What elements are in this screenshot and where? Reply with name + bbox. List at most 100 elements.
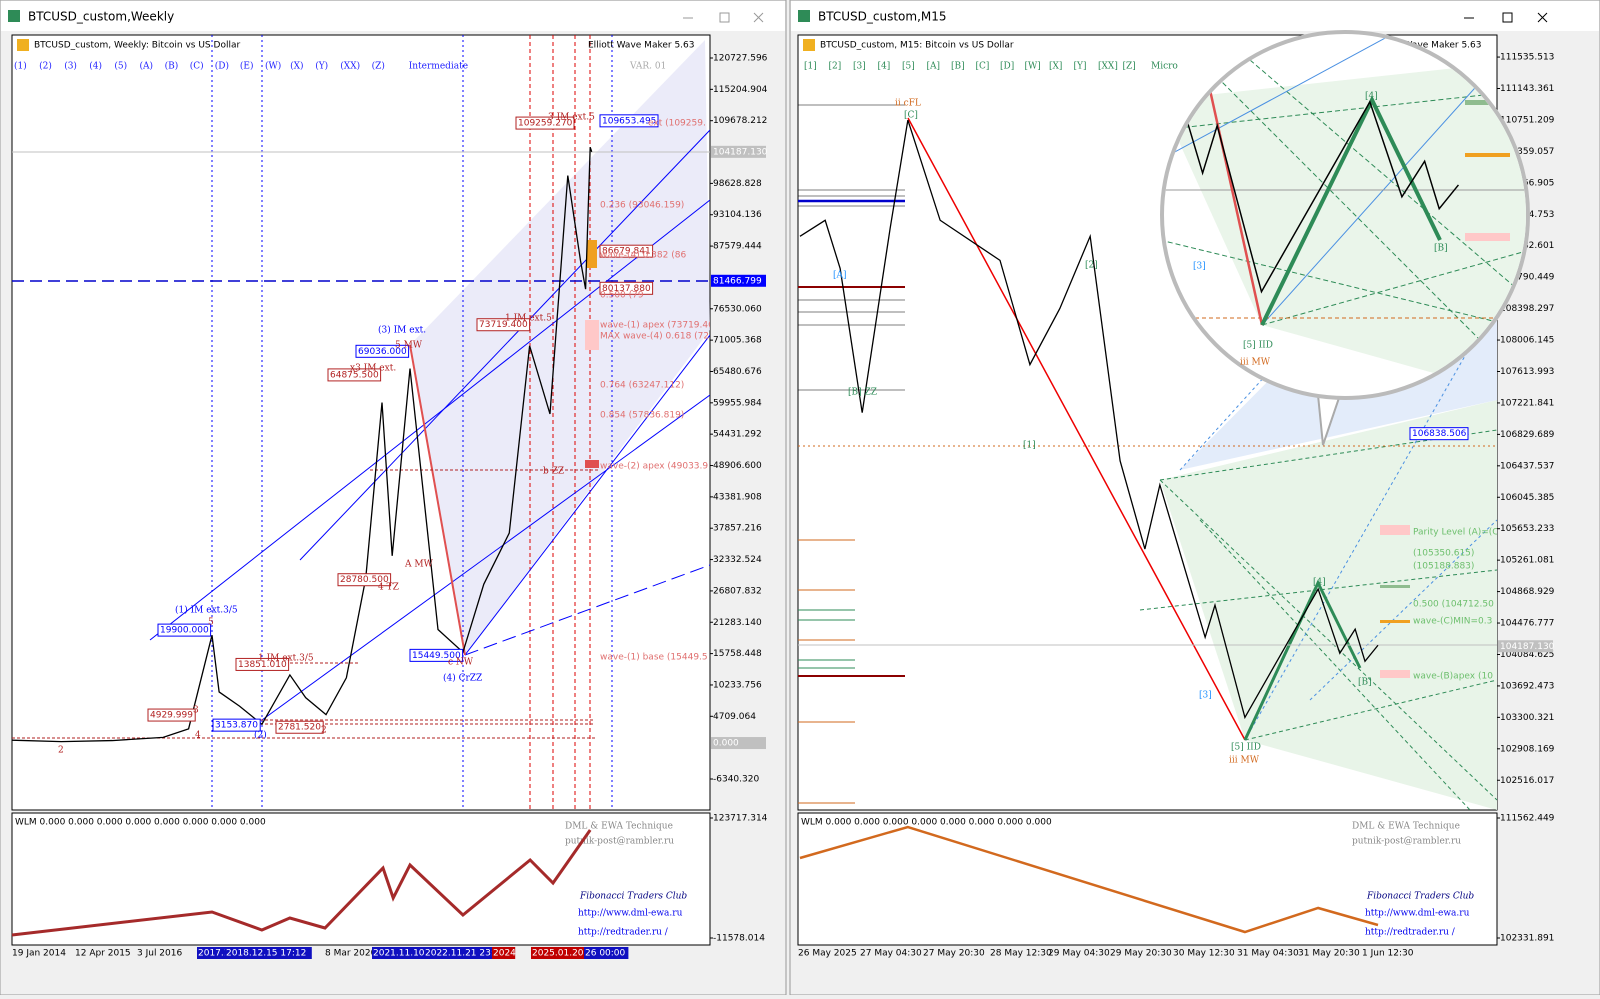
- y-tick-label: 105653.233: [1500, 524, 1554, 534]
- wave-label: (1) IM ext.3/5: [175, 605, 238, 616]
- price-marker-label: 0.000: [713, 739, 739, 749]
- plugin-name: Elliott Wave Maker 5.63: [588, 41, 694, 51]
- fib-level-label: wave-(2) apex (49033.9: [600, 462, 708, 472]
- price-box: [476, 318, 531, 332]
- y-tick-label: 111562.449: [1500, 814, 1555, 824]
- y-tick-label: 104476.777: [1500, 619, 1554, 629]
- x-tick-label: 1 Jun 12:30: [1362, 949, 1414, 959]
- wave-button[interactable]: [X]: [1049, 62, 1062, 72]
- price-series: [12, 147, 593, 743]
- price-marker: [711, 145, 766, 158]
- wave-button[interactable]: (E): [240, 61, 254, 72]
- credit-text[interactable]: http://redtrader.ru /: [1365, 928, 1456, 938]
- wave-label: ii cFL: [895, 99, 921, 109]
- credit-text[interactable]: http://www.dml-ewa.ru: [578, 909, 683, 919]
- wave-button[interactable]: (X): [290, 61, 303, 72]
- price-box: [599, 114, 659, 128]
- wave-button[interactable]: [D]: [1000, 62, 1014, 72]
- wave-button[interactable]: [W]: [1025, 62, 1041, 72]
- y-tick-label: 102908.169: [1500, 744, 1555, 754]
- wave-label: (3) IM ext.: [378, 325, 426, 336]
- wave-button[interactable]: [Y]: [1074, 62, 1087, 72]
- price-box-label: 106838.506: [1412, 429, 1467, 439]
- fib-level-label: wave-(4) 0.382 (86: [600, 251, 686, 261]
- fib-level-label: 0.500 (79: [600, 291, 644, 301]
- x-tick-label: 19 Jan 2014: [12, 949, 66, 959]
- price-box-label: 80137.880: [602, 284, 651, 294]
- credit-text: putnik-post@rambler.ru: [565, 837, 674, 847]
- wave-button[interactable]: (W): [265, 61, 281, 72]
- wave-button[interactable]: [XX]: [1098, 62, 1118, 72]
- y-tick-label: 21283.140: [713, 618, 762, 628]
- title-bar[interactable]: [791, 1, 1599, 31]
- y-tick-label: 4709.064: [713, 712, 756, 722]
- time-highlight: [225, 947, 312, 959]
- wave-label: 3: [193, 706, 199, 716]
- wave-button[interactable]: [Z]: [1123, 62, 1136, 72]
- wave-button[interactable]: (B): [165, 61, 179, 72]
- y-tick-label: 108006.145: [1500, 336, 1554, 346]
- wave-button[interactable]: (C): [190, 61, 204, 72]
- price-box-label: 86679.841: [602, 247, 651, 257]
- plugin-name: Elliott Wave Maker 5.63: [1375, 41, 1481, 51]
- price-box: [355, 344, 410, 358]
- y-tick-label: 10233.756: [713, 680, 762, 690]
- credit-text: Fibonacci Traders Club: [579, 892, 687, 902]
- wave-button[interactable]: (4): [89, 61, 102, 72]
- degree-label[interactable]: Micro: [1151, 62, 1178, 72]
- wave-button[interactable]: [5]: [902, 62, 915, 72]
- y-tick-label: 93104.136: [713, 210, 762, 220]
- wave-button[interactable]: (D): [215, 61, 229, 72]
- degree-label[interactable]: Intermediate: [409, 62, 468, 72]
- y-tick-label: 120727.596: [713, 53, 768, 63]
- x-tick-label: 31 May 20:30: [1298, 949, 1360, 959]
- price-box-label: 28780.500: [340, 575, 389, 585]
- credit-text[interactable]: http://redtrader.ru /: [578, 928, 669, 938]
- y-tick-label: 104868.929: [1500, 587, 1555, 597]
- price-box-label: 64875.500: [330, 370, 379, 380]
- y-tick-label: 32332.524: [713, 555, 762, 565]
- wave-button[interactable]: [2]: [829, 62, 842, 72]
- y-tick-label: -11578.014: [713, 934, 765, 944]
- fib-level-label: (105350.615): [1413, 549, 1474, 559]
- wave-button[interactable]: (3): [64, 61, 77, 72]
- wave-button[interactable]: [1]: [804, 62, 817, 72]
- price-box-label: 3153.870: [215, 721, 258, 731]
- wave-button[interactable]: (A): [140, 61, 154, 72]
- wave-label: [5] IID: [1231, 743, 1261, 753]
- price-marker: [1498, 640, 1553, 653]
- wave-label: 4: [195, 731, 201, 741]
- wave-button[interactable]: (1): [14, 61, 27, 72]
- window-controls[interactable]: [683, 12, 1548, 23]
- price-marker-label: 81466.799: [713, 276, 762, 286]
- wave-label: 5: [208, 618, 214, 628]
- price-box: [515, 116, 575, 130]
- credit-text: DML & EWA Technique: [1352, 822, 1460, 832]
- y-tick-label: 111535.513: [1500, 53, 1554, 63]
- title-bar[interactable]: [1, 1, 785, 31]
- wave-button[interactable]: [C]: [976, 62, 990, 72]
- credit-text[interactable]: http://www.dml-ewa.ru: [1365, 909, 1470, 919]
- wave-label: iii MW: [1240, 358, 1271, 368]
- wave-label: (4) CrZZ: [443, 673, 482, 684]
- wave-button[interactable]: [3]: [853, 62, 866, 72]
- wave-label: [3]: [1199, 691, 1212, 701]
- wave-button[interactable]: (Y): [315, 61, 328, 72]
- wave-button[interactable]: [A]: [927, 62, 941, 72]
- fib-level-label: wave-(1) apex (73719.40: [600, 321, 714, 331]
- x-tick-label: 2021.11.10: [373, 949, 425, 959]
- wave-button[interactable]: [4]: [878, 62, 891, 72]
- window-title: BTCUSD_custom,Weekly: [28, 10, 174, 24]
- wave-button[interactable]: [B]: [951, 62, 965, 72]
- wave-label: c NW: [448, 658, 474, 668]
- x-tick-label: 27 May 20:30: [923, 949, 985, 959]
- price-box-label: 4929.999: [150, 711, 193, 721]
- wave-button[interactable]: (2): [39, 61, 52, 72]
- time-highlight: [584, 947, 629, 959]
- fib-level-label: wave-(B)apex (10: [1413, 672, 1493, 682]
- wave-button[interactable]: (5): [114, 61, 127, 72]
- price-box-label: 19900.000: [160, 626, 209, 636]
- wave-button[interactable]: (XX): [340, 61, 360, 72]
- wave-button[interactable]: (Z): [372, 61, 385, 72]
